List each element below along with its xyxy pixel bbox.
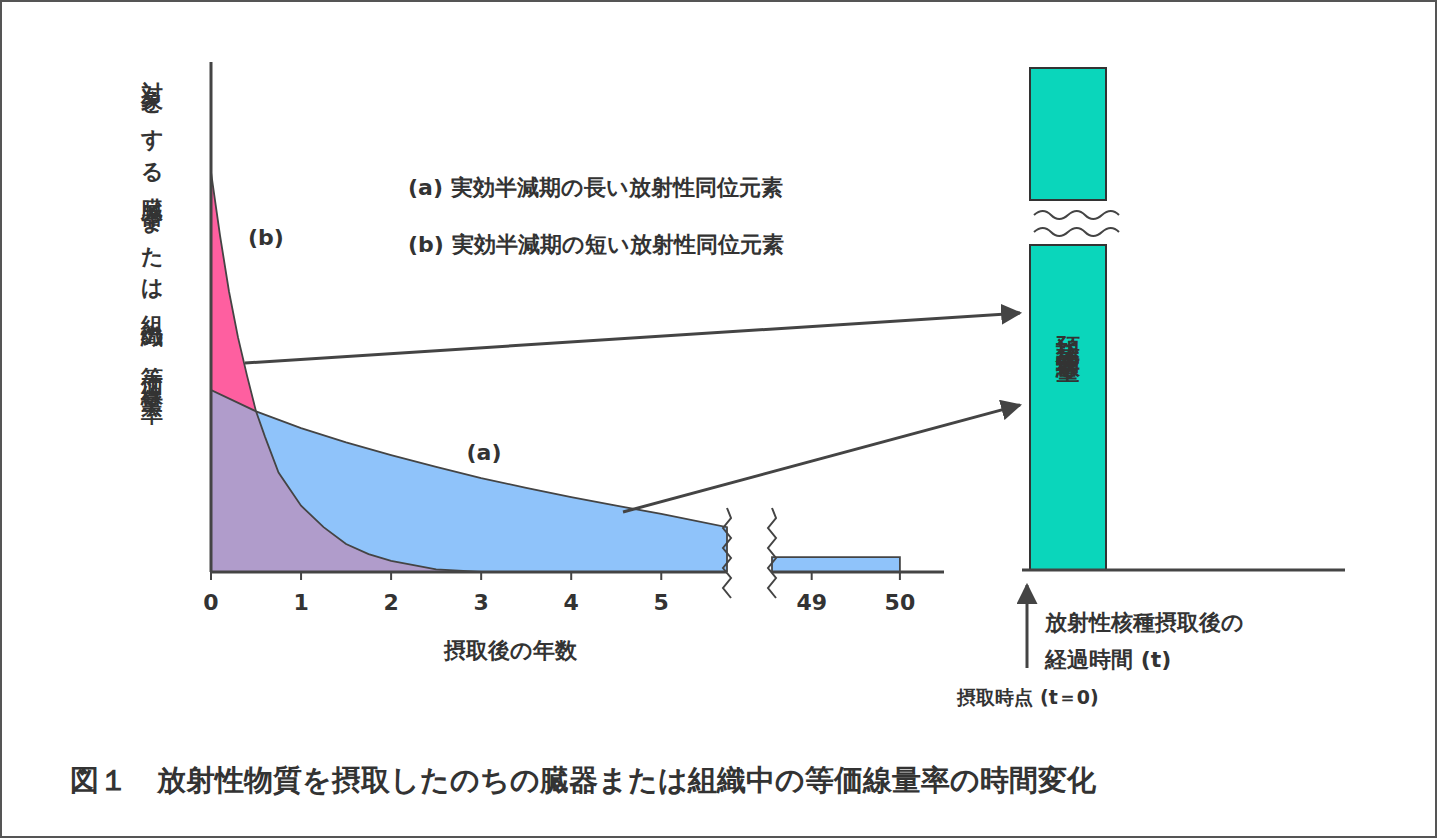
time-axis-label: 放射性核種摂取後の — [1044, 610, 1244, 635]
bar-label: 預託等価線量 — [1054, 316, 1082, 383]
arrow — [245, 313, 1020, 363]
x-tick — [390, 572, 392, 580]
axis-break — [723, 508, 731, 598]
x-tick — [811, 572, 813, 580]
x-tick — [300, 572, 302, 580]
x-tick — [480, 572, 482, 580]
area-a-outline — [211, 390, 900, 572]
time-axis — [1022, 569, 1345, 572]
x-tick — [899, 572, 901, 580]
x-axis — [772, 571, 944, 574]
x-tick-label: 5 — [654, 590, 669, 615]
axis-break — [768, 508, 776, 598]
intake-label: 摂取時点 (t＝0) — [956, 686, 1098, 708]
arrow — [623, 405, 1020, 512]
x-tick — [570, 572, 572, 580]
bar-break — [1034, 211, 1119, 219]
x-tick-label: 50 — [885, 590, 916, 615]
x-axis — [211, 571, 727, 574]
x-tick-label: 49 — [796, 590, 827, 615]
series-label: (b) — [248, 225, 284, 250]
intake-arrow — [1026, 585, 1029, 668]
legend-entry: (a) 実効半減期の長い放射性同位元素 — [408, 175, 783, 200]
x-axis-label: 摂取後の年数 — [443, 638, 578, 663]
bar-break — [1034, 228, 1119, 236]
x-tick-label: 1 — [293, 590, 308, 615]
series-label: (a) — [467, 440, 502, 465]
title: 図１ 放射性物質を摂取したのちの臓器または組織中の等価線量率の時間変化 — [70, 763, 1097, 797]
dose-bar-top — [1030, 68, 1106, 200]
y-axis — [210, 62, 213, 572]
plot-area — [211, 172, 900, 572]
frame — [1, 1, 1436, 837]
x-tick — [660, 572, 662, 580]
y-axis-label: 対象とする臓器または組織の等価線量率 — [140, 62, 165, 426]
x-tick-label: 3 — [474, 590, 489, 615]
dose-bar — [1030, 245, 1106, 570]
x-tick-label: 2 — [383, 590, 398, 615]
legend-entry: (b) 実効半減期の短い放射性同位元素 — [408, 232, 784, 257]
x-tick-label: 4 — [564, 590, 579, 615]
x-tick — [210, 572, 212, 580]
x-tick-label: 0 — [203, 590, 218, 615]
time-axis-label: 経過時間 (t) — [1044, 647, 1171, 672]
